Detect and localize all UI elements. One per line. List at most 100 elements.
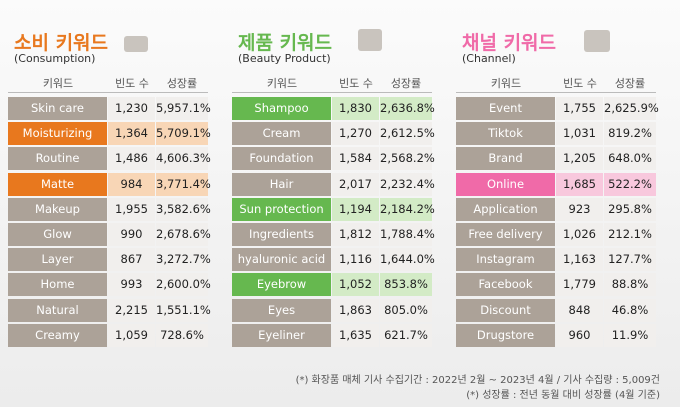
panel-title: 제품 키워드 [238,32,333,54]
value-cell: 819.2% [604,122,656,146]
value-cell: 1,863 [332,298,379,322]
value-cell: 1,486 [108,147,155,171]
icon [124,36,148,52]
value-cell: 2,600.0% [156,273,211,297]
value-cell: 923 [556,197,603,221]
value-cell: 2,232.4% [380,172,435,196]
value-cell: 1,026 [556,223,603,246]
column-header: 성장률 [380,75,432,93]
value-cell: 1,059 [108,323,155,347]
keyword-cell: Sun protection [232,197,331,221]
keyword-cell: Discount [456,298,555,322]
value-cell: 3,582.6% [156,197,211,221]
keyword-cell: Tiktok [456,122,555,146]
keyword-cell: Shampoo [232,97,331,120]
value-cell: 1,194 [332,197,379,221]
value-cell: 3,771.4% [156,172,211,196]
value-cell: 1,163 [556,248,603,272]
keyword-cell: Layer [8,248,107,272]
value-cell: 1,052 [332,273,379,297]
keyword-cell: Glow [8,223,107,246]
keyword-cell: Makeup [8,197,107,221]
value-cell: 1,812 [332,223,379,246]
keyword-cell: Natural [8,298,107,322]
keyword-cell: Routine [8,147,107,171]
value-cell: 1,584 [332,147,379,171]
value-cell: 127.7% [604,248,656,272]
value-cell: 46.8% [604,298,656,322]
value-cell: 990 [108,223,155,246]
keyword-cell: Free delivery [456,223,555,246]
keyword-cell: Moisturizing [8,122,107,146]
keyword-cell: Foundation [232,147,331,171]
column-header: 성장률 [156,75,208,93]
value-cell: 1,116 [332,248,379,272]
value-cell: 1,635 [332,323,379,347]
column-header: 키워드 [8,75,108,93]
value-cell: 648.0% [604,147,656,171]
value-cell: 1,755 [556,97,603,120]
value-cell: 853.8% [380,273,432,297]
value-cell: 3,272.7% [156,248,211,272]
value-cell: 1,551.1% [156,298,211,322]
keyword-cell: Application [456,197,555,221]
keyword-cell: Hair [232,172,331,196]
keyword-cell: Skin care [8,97,107,120]
value-cell: 621.7% [380,323,432,347]
panel-subtitle: (Beauty Product) [238,52,331,65]
panel-title: 소비 키워드 [14,32,109,54]
value-cell: 88.8% [604,273,656,297]
keyword-cell: Online [456,172,555,196]
keyword-cell: Cream [232,122,331,146]
keyword-cell: Creamy [8,323,107,347]
value-cell: 2,678.6% [156,223,211,246]
value-cell: 728.6% [156,323,208,347]
value-cell: 1,270 [332,122,379,146]
footnote: (*) 화장품 매체 기사 수집기간 : 2022년 2월 ~ 2023년 4월… [295,375,660,386]
value-cell: 2,612.5% [380,122,435,146]
keyword-cell: Eyes [232,298,331,322]
value-cell: 295.8% [604,197,656,221]
value-cell: 984 [108,172,155,196]
value-cell: 1,230 [108,97,155,120]
value-cell: 1,779 [556,273,603,297]
column-header: 빈도 수 [108,75,156,93]
column-header: 키워드 [456,75,556,93]
value-cell: 2,636.8% [380,97,435,120]
value-cell: 2,017 [332,172,379,196]
value-cell: 848 [556,298,603,322]
value-cell: 2,625.9% [604,97,659,120]
value-cell: 1,685 [556,172,603,196]
keyword-cell: Instagram [456,248,555,272]
keyword-cell: Facebook [456,273,555,297]
value-cell: 1,364 [108,122,155,146]
keyword-cell: Eyeliner [232,323,331,347]
keyword-cell: Drugstore [456,323,555,347]
column-header: 빈도 수 [556,75,604,93]
value-cell: 2,184.2% [380,197,435,221]
value-cell: 867 [108,248,155,272]
value-cell: 212.1% [604,223,656,246]
keyword-cell: Home [8,273,107,297]
value-cell: 1,031 [556,122,603,146]
column-header: 성장률 [604,75,656,93]
value-cell: 960 [556,323,603,347]
footnote: (*) 성장률 : 전년 동월 대비 성장률 (4월 기준) [466,390,660,401]
value-cell: 993 [108,273,155,297]
value-cell: 522.2% [604,172,656,196]
value-cell: 1,205 [556,147,603,171]
icon [358,29,382,51]
panel-subtitle: (Channel) [462,52,516,65]
value-cell: 2,568.2% [380,147,435,171]
panel-title: 채널 키워드 [462,32,557,54]
value-cell: 1,644.0% [380,248,435,272]
value-cell: 11.9% [604,323,656,347]
value-cell: 1,788.4% [380,223,435,246]
keyword-cell: Brand [456,147,555,171]
value-cell: 805.0% [380,298,432,322]
keyword-cell: Matte [8,172,107,196]
keyword-cell: hyaluronic acid [232,248,331,272]
value-cell: 4,606.3% [156,147,211,171]
value-cell: 5,709.1% [156,122,211,146]
